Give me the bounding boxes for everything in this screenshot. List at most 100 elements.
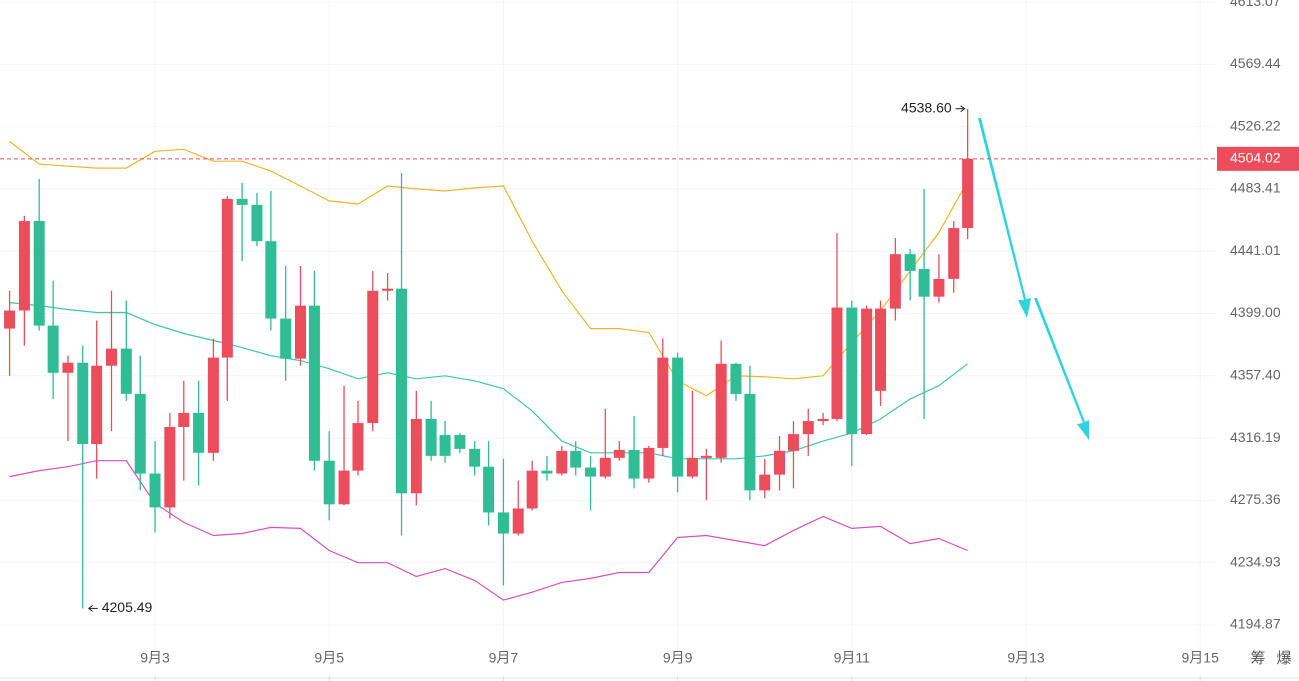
toolbar-item[interactable]: 爆 [1276, 650, 1291, 667]
candle-body [817, 418, 829, 422]
x-tick-label: 9月7 [489, 650, 519, 666]
band-line [9, 302, 968, 460]
candle-body [294, 305, 306, 359]
candle-body [556, 450, 568, 474]
candle-body [396, 288, 408, 494]
candle-body [425, 418, 437, 456]
y-tick-label: 4234.93 [1230, 553, 1281, 569]
candle-body [265, 241, 277, 319]
y-tick-label: 4194.87 [1230, 616, 1281, 632]
candle-body [47, 325, 59, 373]
candle-body [918, 268, 930, 297]
y-tick-label: 4483.41 [1230, 180, 1281, 196]
candle-body [628, 449, 640, 479]
y-tick-label: 4399.00 [1230, 304, 1281, 320]
candle-body [149, 473, 161, 508]
candle-body [599, 457, 611, 477]
candle-body [700, 455, 712, 458]
candle-body [759, 474, 771, 491]
candle-body [308, 305, 320, 461]
candle-body [164, 426, 176, 508]
candle-body [831, 307, 843, 419]
candle-body [207, 357, 219, 453]
candle-body [352, 423, 364, 471]
x-tick-label: 9月11 [834, 650, 871, 666]
candle-body [512, 508, 524, 534]
annotation-arrowhead [87, 605, 94, 612]
candle-body [585, 467, 597, 477]
candle-body [323, 460, 335, 505]
candle-body [62, 362, 74, 373]
candle-body [875, 308, 887, 391]
last-price-label: 4504.02 [1230, 150, 1281, 166]
grid [0, 0, 1215, 655]
candle-body [367, 290, 379, 424]
x-tick-label: 9月15 [1182, 650, 1220, 666]
candle-body [18, 221, 30, 311]
candle-body [643, 447, 655, 479]
candle-body [439, 435, 451, 456]
candle-body [715, 363, 727, 458]
toolbar-item[interactable]: 筹 [1250, 650, 1265, 667]
candle-body [338, 470, 350, 505]
y-tick-label: 4526.22 [1230, 117, 1281, 133]
candle-body [962, 158, 974, 229]
candle-body [744, 393, 756, 491]
y-tick-label: 4613.07 [1230, 0, 1281, 9]
candle-body [251, 204, 263, 242]
candle-body [730, 363, 742, 394]
candle-body [672, 357, 684, 477]
candle-body [686, 457, 698, 477]
last-price-box [1217, 146, 1299, 171]
candle-body [280, 318, 292, 359]
candle-body [657, 357, 669, 448]
candle-body [541, 470, 553, 474]
candle-body [889, 254, 901, 309]
candle-body [178, 412, 190, 427]
annotation-arrowhead [960, 105, 966, 113]
candle-body [948, 228, 960, 279]
candle-body [933, 278, 945, 297]
x-tick-label: 9月9 [663, 650, 693, 666]
candle-body [91, 365, 103, 444]
band-line [9, 140, 969, 397]
candle-body [77, 362, 89, 444]
drawn-arrow [978, 118, 1031, 318]
candle-body [774, 450, 786, 475]
candle-body [469, 448, 481, 467]
y-tick-label: 4316.19 [1230, 429, 1281, 445]
candle-body [483, 466, 495, 513]
x-tick-label: 9月13 [1007, 650, 1045, 666]
candle-body [120, 348, 132, 394]
y-tick-label: 4275.36 [1230, 491, 1281, 507]
candle-body [193, 412, 205, 453]
candle-body [382, 288, 394, 291]
y-tick-label: 4441.01 [1230, 242, 1281, 258]
x-tick-label: 9月5 [314, 650, 344, 666]
candles [4, 108, 974, 609]
y-tick-label: 4569.44 [1230, 55, 1281, 71]
candle-body [861, 308, 873, 435]
candle-body [613, 449, 625, 458]
bands [9, 140, 969, 601]
candle-body [570, 450, 582, 468]
candle-body [454, 435, 466, 449]
candle-body [221, 198, 233, 358]
candle-body [410, 418, 422, 494]
candle-body [846, 307, 858, 435]
candle-body [4, 310, 16, 329]
candle-body [134, 393, 146, 474]
candle-body [802, 421, 814, 435]
y-tick-label: 4357.40 [1230, 366, 1281, 382]
candle-body [526, 470, 538, 509]
drawn-arrow [1034, 298, 1089, 440]
candle-body [33, 221, 45, 326]
candle-body [904, 254, 916, 271]
annotation-label: 4538.60 [901, 99, 952, 115]
candle-body [787, 434, 799, 451]
x-tick-label: 9月3 [140, 650, 170, 666]
annotation-label: 4205.49 [102, 599, 153, 615]
candle-body [236, 198, 248, 205]
